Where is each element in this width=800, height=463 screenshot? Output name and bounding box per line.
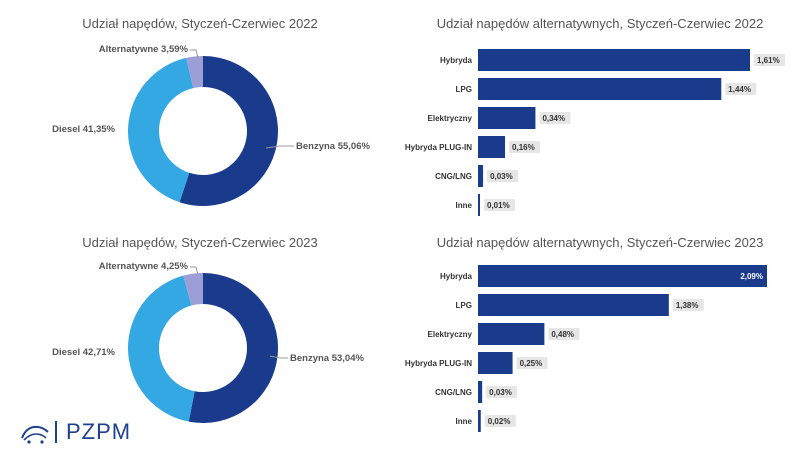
category-label: Hybryda PLUG-IN: [405, 143, 472, 152]
value-label: 1,44%: [728, 85, 751, 94]
bar: [478, 410, 481, 432]
bar-chart-2023: Udział napędów alternatywnych, Styczeń-C…: [400, 230, 800, 463]
slice-label: Alternatywne 4,25%: [99, 261, 189, 272]
value-label-bg: [516, 357, 548, 369]
bar-svg: Hybryda 2,09% LPG 1,38% Elektryczny 0,48% Hybr…: [405, 265, 767, 432]
category-label: CNG/LNG: [435, 388, 472, 397]
category-label: LPG: [456, 301, 472, 310]
value-label: 1,38%: [676, 301, 699, 310]
category-label: Inne: [456, 201, 473, 210]
bar-chart-2022: Udział napędów alternatywnych, Styczeń-C…: [400, 0, 800, 230]
slice-label: Benzyna 55,06%: [296, 141, 370, 152]
leader-line: [190, 266, 199, 276]
chart-title: Udział napędów, Styczeń-Czerwiec 2023: [82, 235, 318, 250]
slice-label: Diesel 41,35%: [52, 124, 115, 135]
value-label: 0,16%: [512, 143, 535, 152]
value-label-bg: [487, 170, 519, 182]
chart-title: Udział napędów alternatywnych, Styczeń-C…: [436, 235, 764, 250]
category-label: Elektryczny: [428, 330, 473, 339]
donut-svg: Benzyna 55,06% Diesel 41,35% Alternatywne …: [52, 44, 370, 206]
slice-benzyna: [188, 273, 279, 423]
value-label: 0,01%: [487, 201, 510, 210]
value-label-bg: [486, 386, 518, 398]
bar: [478, 265, 767, 287]
value-label-bg: [754, 54, 785, 66]
value-label: 0,34%: [542, 114, 565, 123]
value-label-bg: [484, 415, 516, 427]
slice-label: Alternatywne 3,59%: [99, 44, 189, 55]
slice-label: Benzyna 53,04%: [290, 353, 364, 364]
value-label-bg: [539, 112, 571, 124]
value-label-bg: [509, 141, 541, 153]
value-label: 1,61%: [757, 56, 780, 65]
value-label-bg: [484, 199, 515, 211]
category-label: Hybryda PLUG-IN: [405, 359, 472, 368]
value-label-bg: [672, 299, 704, 311]
bar: [478, 381, 483, 403]
bar: [478, 49, 750, 71]
value-label-bg: [548, 328, 580, 340]
category-label: Hybryda: [440, 56, 473, 65]
category-label: Hybryda: [440, 272, 473, 281]
leader-line: [269, 355, 288, 359]
slice-label: Diesel 42,71%: [52, 347, 115, 358]
slice-alternatywne: [183, 273, 203, 306]
bar: [478, 323, 545, 345]
slice-alternatywne: [186, 56, 203, 89]
logo-text: PZPM: [66, 419, 132, 444]
slice-diesel: [128, 57, 194, 203]
donut-chart-2022: Udział napędów, Styczeń-Czerwiec 2022 Be…: [0, 0, 400, 230]
value-label: 0,03%: [489, 388, 512, 397]
value-label: 2,09%: [740, 272, 763, 281]
donut-chart-2023: Udział napędów, Styczeń-Czerwiec 2023 Be…: [0, 230, 400, 463]
leader-line: [190, 49, 199, 59]
value-label-bg: [725, 83, 757, 95]
bar-svg: Hybryda 1,61% LPG 1,44% Elektryczny 0,34% Hybr…: [405, 49, 785, 216]
logo-divider: [55, 421, 57, 443]
bar: [478, 194, 480, 216]
leader-line: [265, 145, 294, 149]
bar: [478, 352, 513, 374]
pzpm-logo-icon: [21, 425, 49, 444]
slice-diesel: [128, 275, 195, 422]
value-label: 0,48%: [551, 330, 574, 339]
donut-svg: Benzyna 53,04% Diesel 42,71% Alternatywne …: [52, 261, 364, 423]
slice-benzyna: [179, 56, 278, 206]
value-label: 0,25%: [520, 359, 543, 368]
bar: [478, 136, 506, 158]
chart-title: Udział napędów alternatywnych, Styczeń-C…: [436, 16, 764, 31]
value-label: 0,02%: [488, 417, 511, 426]
category-label: LPG: [456, 85, 472, 94]
bar: [478, 294, 669, 316]
category-label: Inne: [456, 417, 473, 426]
category-label: Elektryczny: [428, 114, 473, 123]
bar: [478, 78, 722, 100]
chart-title: Udział napędów, Styczeń-Czerwiec 2022: [82, 16, 318, 31]
bar: [478, 107, 536, 129]
bar: [478, 165, 484, 187]
value-label: 0,03%: [490, 172, 513, 181]
category-label: CNG/LNG: [435, 172, 472, 181]
